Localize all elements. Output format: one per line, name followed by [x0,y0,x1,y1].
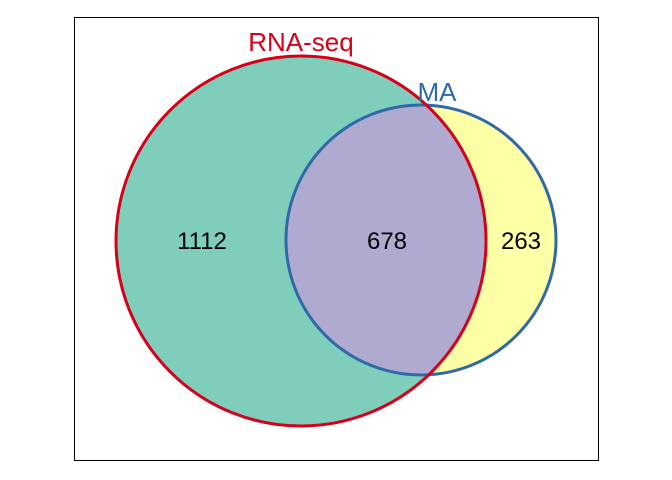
plot-frame [74,17,599,461]
overlap-count: 678 [367,228,407,255]
rna-seq-only-count: 1112 [177,228,227,255]
overlap-region-fill [286,105,486,375]
ma-only-count: 263 [501,228,541,255]
rna-seq-set-label: RNA-seq [248,27,353,57]
ma-set-label: MA [418,77,458,107]
rna-seq-set-outline [114,54,488,428]
ma-set-outline [284,103,558,377]
